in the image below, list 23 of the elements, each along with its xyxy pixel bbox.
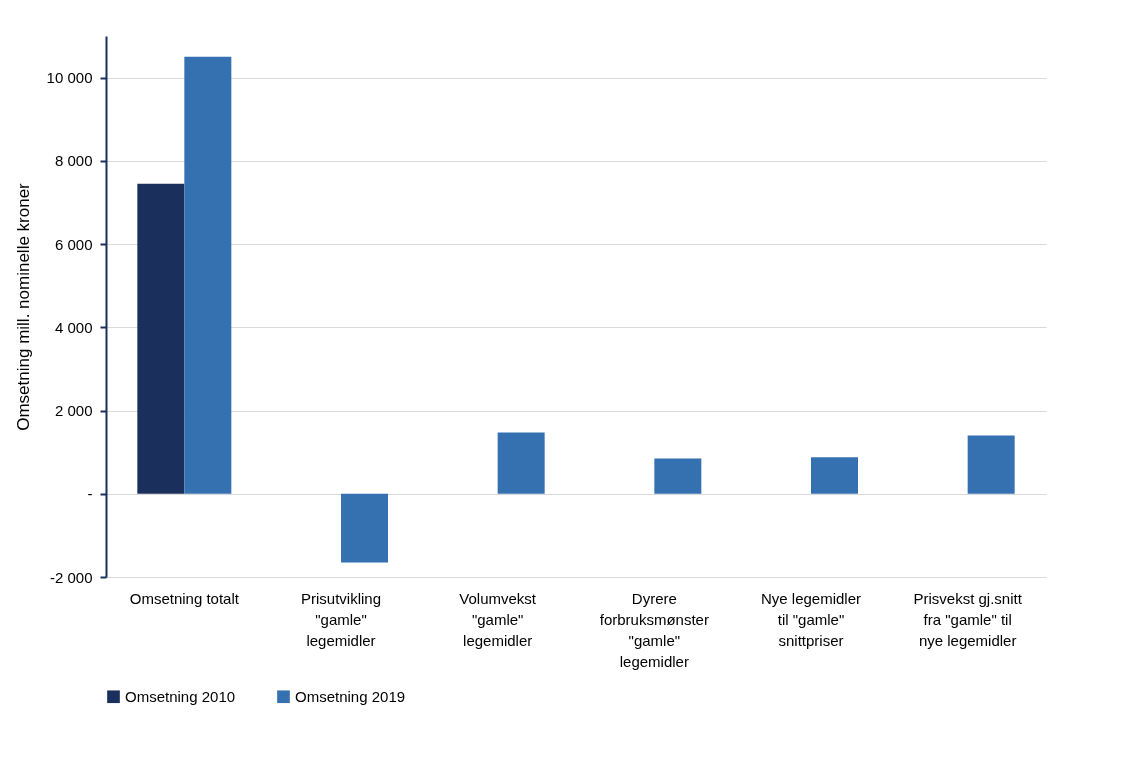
bar [341,493,388,563]
y-tick-label: - [87,485,93,503]
x-tick-label: Nye legemidler til "gamle" snittpriser [760,589,862,649]
y-tick-label: 10 000 [46,69,93,87]
y-tick-label: 4 000 [54,318,93,336]
x-tick-label: Dyrere forbruksmønster "gamle" legemidler [599,589,709,670]
x-tick-label: Prisvekst gj.snitt fra "gamle" til nye legemidler [913,589,1023,649]
legend-label: Omsetning 2010 [125,687,236,705]
x-tick-label: Volumvekst "gamle" legemidler [459,589,537,649]
bar [184,56,232,494]
y-tick-label: 2 000 [54,402,93,420]
bar [137,183,185,494]
x-tick-label: Prisutvikling "gamle" legemidler [300,589,382,649]
y-tick-label: 6 000 [54,235,93,253]
y-tick-label: 8 000 [54,152,93,170]
bar [811,457,858,494]
x-tick-label: Omsetning totalt [129,589,240,607]
y-axis-title: Omsetning mill. nominelle kroner [13,182,33,431]
legend-label: Omsetning 2019 [295,687,406,705]
bar [654,458,702,494]
bar [497,432,545,494]
y-tick-label: -2 000 [49,568,93,586]
bar [967,435,1015,494]
